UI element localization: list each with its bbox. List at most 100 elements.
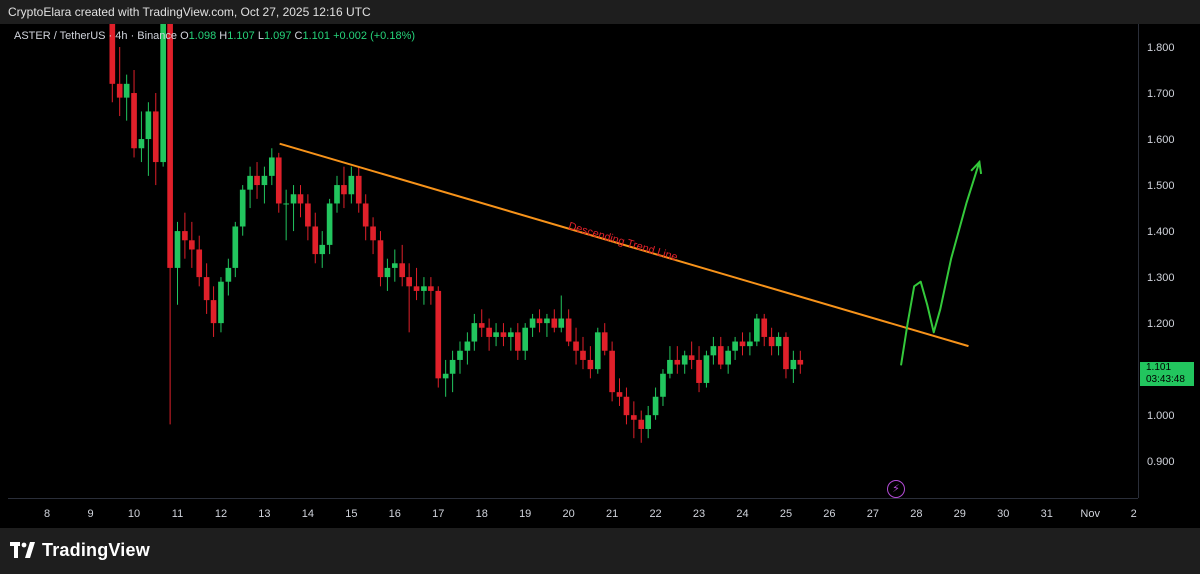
time-tick-label: 26 — [823, 508, 835, 520]
candle-body — [660, 373, 666, 397]
time-tick-label: 12 — [215, 508, 227, 520]
candle-body — [761, 318, 768, 337]
candle-body — [536, 318, 543, 324]
candle-body — [500, 332, 507, 337]
last-price-value: 1.101 — [1146, 362, 1172, 373]
candle-body — [442, 373, 449, 379]
price-tick-label: 1.300 — [1147, 272, 1175, 284]
candle-body — [377, 240, 384, 278]
candle-body — [623, 396, 630, 416]
candle-body — [703, 355, 710, 383]
candle-body — [790, 359, 797, 370]
candle-body — [587, 359, 594, 370]
candle-body — [508, 332, 514, 337]
time-tick-label: 15 — [345, 508, 357, 520]
candle-body — [254, 175, 260, 186]
candle-body — [667, 359, 673, 374]
time-tick-label: 31 — [1041, 508, 1053, 520]
symbol-label[interactable]: ASTER / TetherUS · 4h · Binance — [14, 30, 178, 42]
time-tick-label: 13 — [258, 508, 270, 520]
time-tick-label: 21 — [606, 508, 618, 520]
candle-body — [355, 175, 362, 204]
candle-body — [681, 355, 688, 365]
price-tick-label: 1.800 — [1147, 42, 1175, 54]
close-value: 1.101 — [302, 30, 331, 42]
candle-body — [609, 350, 615, 393]
open-label: O — [180, 30, 189, 42]
bar-countdown: 03:43:48 — [1146, 374, 1185, 385]
price-tick-label: 1.500 — [1147, 180, 1175, 192]
time-tick-label: 14 — [302, 508, 314, 520]
candle-body — [225, 267, 232, 282]
candle-body — [406, 277, 412, 287]
candle-body — [544, 318, 550, 324]
candle-body — [160, 0, 166, 163]
lightning-bolt-icon[interactable]: ⚡ — [887, 480, 905, 498]
last-price-badge: 1.101 03:43:48 — [1140, 362, 1194, 386]
candle-body — [261, 175, 268, 186]
time-tick-label: 9 — [88, 508, 94, 520]
candle-body — [732, 341, 738, 351]
low-value: 1.097 — [263, 30, 292, 42]
time-tick-label: 24 — [736, 508, 748, 520]
candle-body — [493, 332, 499, 337]
candle-body — [247, 175, 253, 190]
descending-trend-line — [279, 142, 969, 348]
candle-body — [283, 203, 289, 205]
candle-body — [275, 157, 282, 204]
candle-body — [514, 332, 521, 351]
candle-body — [464, 341, 471, 351]
footer-bar — [0, 528, 1200, 574]
price-axis-svg: 1.8001.7001.6001.5001.4001.3001.2001.100… — [1147, 42, 1175, 468]
time-tick-label: 29 — [954, 508, 966, 520]
candle-body — [478, 323, 485, 328]
candle-body — [616, 392, 623, 397]
candle-body — [594, 332, 601, 370]
candlestick-chart[interactable]: Descending Trend Line — [8, 0, 1138, 498]
candle-body — [203, 277, 210, 301]
candle-body — [421, 286, 427, 291]
candle-body — [182, 231, 188, 241]
candle-body — [710, 346, 717, 356]
price-axis[interactable]: 1.8001.7001.6001.5001.4001.3001.2001.100… — [1138, 24, 1200, 498]
candle-body — [326, 203, 333, 245]
candle-body — [739, 341, 746, 347]
tradingview-logo[interactable]: TradingView — [10, 538, 150, 562]
candle-body — [362, 203, 369, 227]
price-tick-label: 1.700 — [1147, 88, 1175, 100]
candle-body — [399, 263, 406, 278]
candle-body — [457, 350, 463, 360]
candle-body — [341, 185, 347, 195]
candle-body — [167, 0, 173, 268]
candle-body — [428, 286, 434, 291]
candle-body — [558, 318, 565, 328]
tradingview-logo-icon — [10, 542, 35, 558]
candle-body — [725, 350, 731, 365]
price-tick-label: 1.000 — [1147, 410, 1175, 422]
candle-body — [645, 415, 652, 429]
candle-body — [565, 318, 572, 342]
chart-area[interactable]: Descending Trend Line — [8, 0, 1138, 498]
time-tick-label: Nov — [1080, 508, 1100, 520]
candle-body — [116, 83, 123, 98]
time-tick-label: 27 — [867, 508, 879, 520]
candle-body — [797, 359, 804, 365]
candle-body — [384, 267, 391, 278]
candle-body — [218, 281, 224, 324]
time-tick-label: 30 — [997, 508, 1009, 520]
candle-body — [348, 175, 355, 195]
candle-body — [239, 189, 246, 227]
candle-body — [413, 286, 420, 291]
low-label: L — [257, 30, 264, 42]
time-tick-label: 16 — [389, 508, 401, 520]
candle-body — [747, 341, 753, 347]
candle-body — [783, 336, 789, 370]
candle-body — [109, 0, 116, 84]
ohlc-legend: ASTER / TetherUS · 4h · Binance O1.098 H… — [14, 30, 415, 42]
candle-body — [580, 350, 586, 360]
close-label: C — [294, 30, 303, 42]
candle-body — [717, 346, 724, 365]
time-axis[interactable]: 8 9 10 11 12 13 14 15 16 17 18 19 20 21 22 23 24 25 26 27 28… — [8, 498, 1138, 529]
candle-body — [754, 318, 760, 342]
time-tick-label: 19 — [519, 508, 531, 520]
